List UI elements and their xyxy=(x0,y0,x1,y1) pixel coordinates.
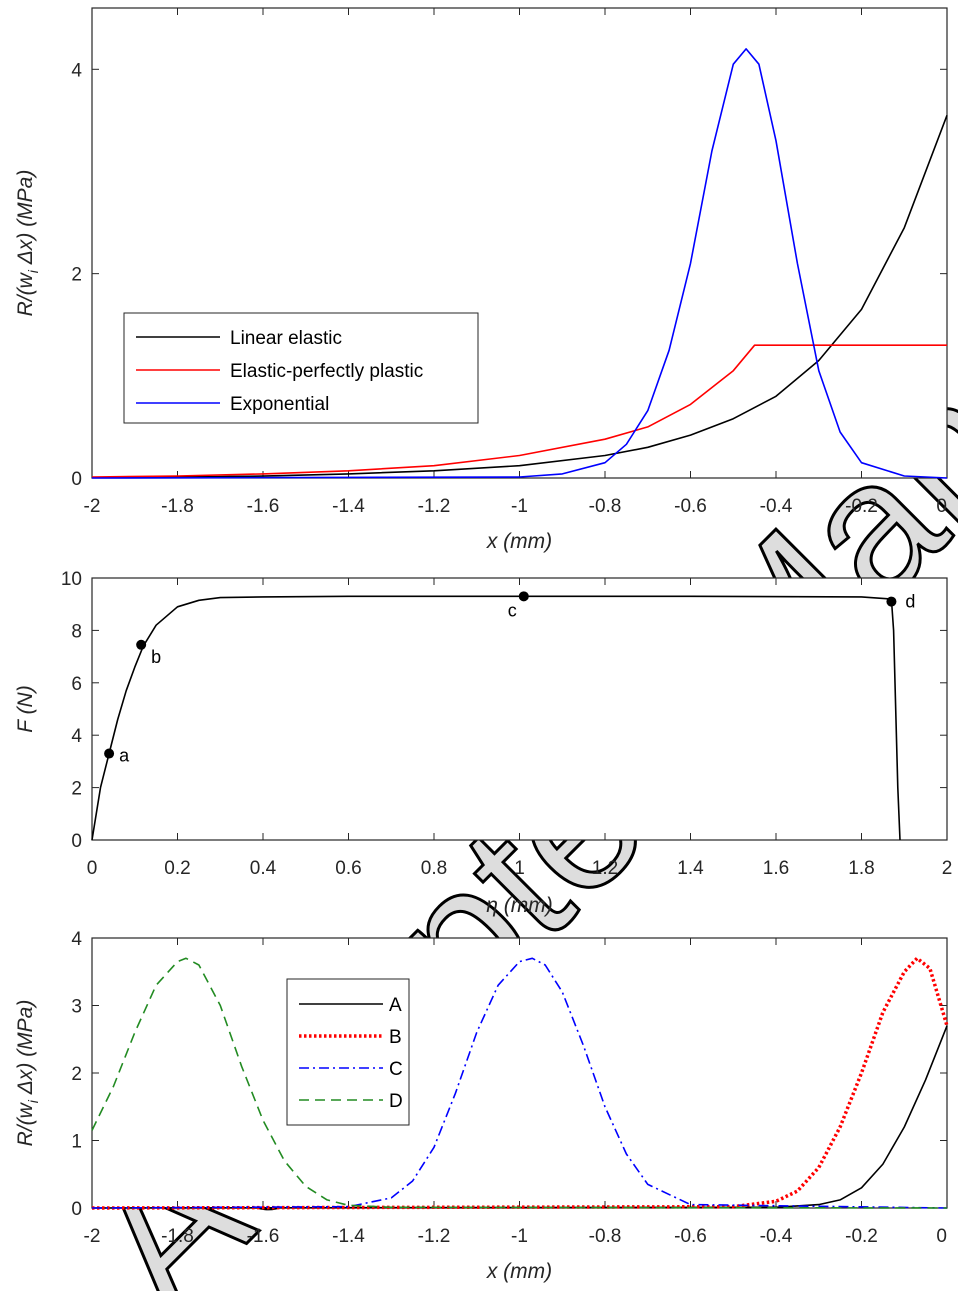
x-tick-label: 2 xyxy=(942,858,953,879)
legend-entry: Exponential xyxy=(230,394,329,415)
x-tick-label: -0.6 xyxy=(674,1226,707,1247)
x-tick-label: -0.4 xyxy=(760,1226,793,1247)
x-tick-label: 0.4 xyxy=(250,858,277,879)
legend-entry: D xyxy=(389,1091,403,1112)
y-tick-label: 6 xyxy=(71,674,82,695)
x-tick-label: -1.6 xyxy=(247,496,280,517)
point-marker-d xyxy=(886,596,897,607)
x-tick-label: -0.6 xyxy=(674,496,707,517)
y-tick-label: 3 xyxy=(71,997,82,1018)
point-label-d: d xyxy=(905,592,915,612)
x-axis-label: x (mm) xyxy=(486,1260,552,1283)
panel-c: C -2 -1.8 -1.6 -1.4 -1.2 -1 -0.8 -0.6 -0.4 -0.2 0 0… xyxy=(14,929,949,1283)
x-tick-label: -1 xyxy=(511,1226,528,1247)
legend-entry: Elastic-perfectly plastic xyxy=(230,361,423,382)
x-tick-label: 0 xyxy=(936,1226,947,1247)
y-tick-label: 0 xyxy=(71,469,82,490)
x-tick-label: -1.2 xyxy=(418,1226,451,1247)
x-tick-label: -1.4 xyxy=(332,496,365,517)
series-line-exponential xyxy=(91,48,948,479)
point-label-b: b xyxy=(151,647,161,667)
x-tick-label: -1.6 xyxy=(247,1226,280,1247)
x-tick-label: -0.8 xyxy=(589,1226,622,1247)
y-tick-label: 10 xyxy=(61,569,82,590)
y-tick-label: 4 xyxy=(71,60,82,81)
x-tick-label: -1 xyxy=(511,496,528,517)
y-tick-label: 0 xyxy=(71,831,82,852)
x-tick-label: 1.2 xyxy=(592,858,618,879)
point-marker-c xyxy=(518,591,529,602)
y-tick-label: 1 xyxy=(71,1132,82,1153)
series-line-b xyxy=(91,956,949,1210)
y-tick-label: 4 xyxy=(71,929,82,950)
series-line-c xyxy=(91,957,948,1209)
y-tick-label: 2 xyxy=(71,779,82,800)
x-tick-label: 0 xyxy=(936,496,947,517)
x-tick-label: -2 xyxy=(84,496,101,517)
x-tick-label: -0.4 xyxy=(760,496,793,517)
x-tick-label: 0.2 xyxy=(164,858,190,879)
series-line-1 xyxy=(91,595,901,841)
x-tick-label: -1.8 xyxy=(161,1226,194,1247)
legend-entry: B xyxy=(389,1027,402,1048)
legend-entry: Linear elastic xyxy=(230,328,342,349)
y-axis-label: R/(wi Δx) (MPa) xyxy=(14,1000,41,1147)
x-tick-label: 1 xyxy=(514,858,525,879)
x-tick-label: -1.2 xyxy=(418,496,451,517)
point-label-c: c xyxy=(508,600,517,620)
x-tick-label: -1.8 xyxy=(161,496,194,517)
x-axis-label: x (mm) xyxy=(486,530,552,553)
x-tick-label: 0 xyxy=(87,858,98,879)
x-tick-label: -0.2 xyxy=(845,496,878,517)
x-tick-label: -0.8 xyxy=(589,496,622,517)
series-line-elastic-perfectly-plastic xyxy=(91,344,947,478)
y-axis-label: F (N) xyxy=(14,685,37,732)
panel-a: A -2-1.8-1.6-1.4-1.2-1-0.8-0.6-0.4-0.200… xyxy=(14,7,948,553)
x-tick-label: 0.8 xyxy=(421,858,447,879)
legend-entry: C xyxy=(389,1059,403,1080)
plot-area-c xyxy=(91,937,948,1209)
legend-entry: A xyxy=(389,995,402,1016)
y-tick-label: 0 xyxy=(71,1199,82,1220)
x-tick-label: 1.8 xyxy=(848,858,874,879)
x-axis-label: η (mm) xyxy=(486,894,552,917)
y-tick-label: 4 xyxy=(71,726,82,747)
series-line-a xyxy=(91,1025,948,1209)
y-tick-label: 8 xyxy=(71,621,82,642)
point-label-a: a xyxy=(119,746,130,766)
x-tick-label: -2 xyxy=(84,1226,101,1247)
x-tick-label: -0.2 xyxy=(845,1226,878,1247)
x-tick-label: 1.4 xyxy=(677,858,704,879)
x-tick-label: -1.4 xyxy=(332,1226,365,1247)
point-marker-a xyxy=(104,748,115,759)
y-axis-label: R/(wi Δx) (MPa) xyxy=(14,170,41,317)
x-tick-label: 1.6 xyxy=(763,858,789,879)
x-tick-label: 0.6 xyxy=(335,858,361,879)
legend-box-a xyxy=(123,312,479,424)
plot-area-b xyxy=(91,577,948,841)
series-line-linear-elastic xyxy=(91,115,948,479)
point-marker-b xyxy=(136,639,147,650)
y-tick-label: 2 xyxy=(71,265,82,286)
y-tick-label: 2 xyxy=(71,1064,82,1085)
series-line-d xyxy=(91,957,948,1209)
